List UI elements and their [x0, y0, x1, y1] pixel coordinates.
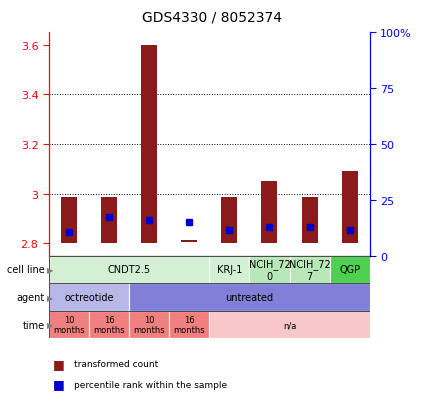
- Text: ▶: ▶: [47, 265, 53, 274]
- Text: ▶: ▶: [47, 293, 53, 302]
- Text: ■: ■: [53, 357, 65, 370]
- Bar: [221, 198, 238, 244]
- Text: 10
months: 10 months: [133, 315, 165, 335]
- Bar: [169, 311, 209, 339]
- Text: n/a: n/a: [283, 320, 296, 330]
- Text: NCIH_72
0: NCIH_72 0: [249, 259, 290, 281]
- Text: 16
months: 16 months: [93, 315, 125, 335]
- Text: QGP: QGP: [339, 265, 360, 275]
- Bar: [209, 256, 249, 284]
- Bar: [289, 256, 330, 284]
- Text: ■: ■: [53, 377, 65, 391]
- Bar: [181, 240, 197, 242]
- Bar: [249, 256, 289, 284]
- Text: KRJ-1: KRJ-1: [217, 265, 242, 275]
- Text: 16
months: 16 months: [173, 315, 205, 335]
- Text: cell line: cell line: [7, 265, 45, 275]
- Text: GDS4330 / 8052374: GDS4330 / 8052374: [142, 11, 283, 25]
- Bar: [129, 311, 169, 339]
- Text: NCIH_72
7: NCIH_72 7: [289, 259, 331, 281]
- Bar: [49, 256, 209, 284]
- Bar: [101, 198, 117, 244]
- Text: untreated: untreated: [225, 292, 273, 302]
- Bar: [261, 182, 278, 244]
- Text: agent: agent: [17, 292, 45, 302]
- Text: CNDT2.5: CNDT2.5: [108, 265, 150, 275]
- Text: transformed count: transformed count: [74, 359, 159, 368]
- Bar: [342, 172, 358, 244]
- Bar: [61, 198, 77, 244]
- Bar: [89, 311, 129, 339]
- Text: time: time: [23, 320, 45, 330]
- Text: percentile rank within the sample: percentile rank within the sample: [74, 380, 227, 389]
- Bar: [141, 45, 157, 244]
- Text: octreotide: octreotide: [64, 292, 114, 302]
- Text: ▶: ▶: [47, 320, 53, 330]
- Text: 10
months: 10 months: [53, 315, 85, 335]
- Bar: [330, 256, 370, 284]
- Bar: [129, 284, 370, 311]
- Bar: [209, 311, 370, 339]
- Bar: [302, 198, 317, 244]
- Bar: [49, 284, 129, 311]
- Bar: [49, 311, 89, 339]
